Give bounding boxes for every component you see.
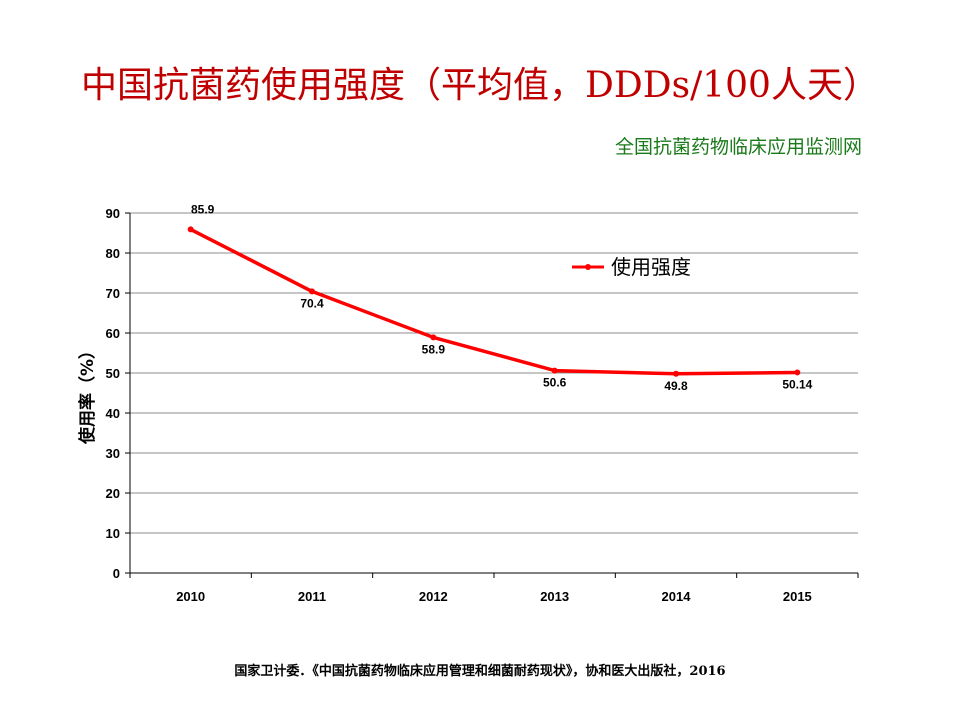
y-tick-label: 90 [106,206,120,221]
data-label: 85.9 [191,202,215,216]
source-citation: 国家卫计委．《中国抗菌药物临床应用管理和细菌耐药现状》，协和医大出版社，2016 [234,664,726,679]
y-tick-label: 10 [106,526,120,541]
y-tick-label: 0 [113,566,120,581]
data-labels: 85.9 70.4 58.9 50.6 49.8 50.14 [191,202,813,392]
x-tick-label: 2010 [176,589,205,604]
y-tick-label: 20 [106,486,120,501]
x-axis: 2010 2011 2012 2013 2014 2015 [129,572,859,604]
data-label: 58.9 [422,342,446,356]
x-tick-label: 2011 [298,589,326,604]
data-point [430,334,437,341]
data-label: 49.8 [664,379,688,393]
data-label: 70.4 [300,296,324,310]
legend: 使用强度 [572,255,691,279]
legend-label: 使用强度 [611,255,691,279]
y-tick-label: 70 [106,286,120,301]
y-axis-label: 使用率（%） [77,342,98,445]
data-point [551,367,558,374]
y-tick-label: 30 [106,446,120,461]
x-tick-label: 2013 [540,589,569,604]
page-title: 中国抗菌药使用强度（平均值，DDDs/100人天） [81,65,879,106]
x-tick-label: 2015 [783,589,812,604]
y-tick-label: 50 [106,366,120,381]
y-axis: 0 10 20 30 40 50 60 70 80 90 [106,206,131,581]
data-point [309,288,315,295]
series-line [187,226,801,377]
data-point [673,370,679,377]
data-label: 50.6 [543,376,567,390]
x-tick-label: 2012 [419,589,448,604]
y-tick-label: 60 [106,326,120,341]
legend-marker [585,264,591,270]
x-tick-label: 2014 [662,589,692,604]
data-point [187,226,194,233]
gridlines [130,212,858,534]
series-line-path [189,227,798,376]
y-tick-label: 40 [106,406,120,421]
data-point [794,369,801,376]
data-label: 50.14 [782,377,812,391]
page-subtitle: 全国抗菌药物临床应用监测网 [614,136,862,158]
y-tick-label: 80 [106,246,120,261]
